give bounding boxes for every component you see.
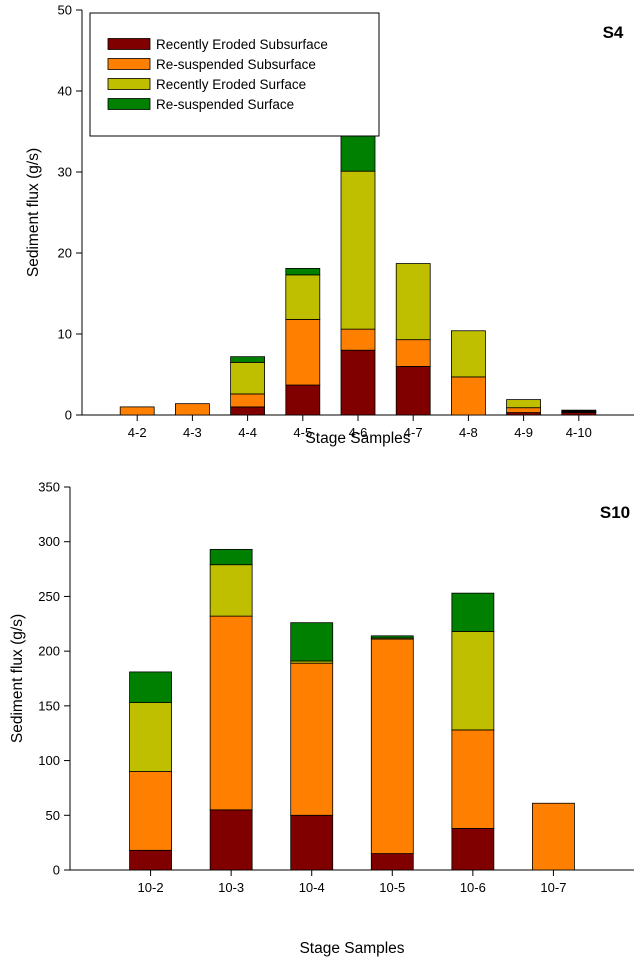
y-tick-label: 250 (38, 589, 60, 604)
legend-label: Recently Eroded Subsurface (156, 37, 328, 52)
y-axis-title: Sediment flux (g/s) (25, 148, 42, 277)
bar-segment (340, 170, 376, 330)
bar-segment (561, 409, 597, 412)
bar-segment (209, 809, 253, 871)
bar-segment (230, 393, 266, 408)
bar-segment (209, 615, 253, 811)
chart-s4: 0 10 20 30 40 50 4-2 4-3 4-4 4-5 4-6 4-7 4-8 4-9 4-10 S… (25, 3, 634, 447)
x-tick-label: 4-3 (183, 425, 202, 440)
y-tick-label: 0 (53, 863, 60, 878)
y-tick-label: 300 (38, 534, 60, 549)
y-tick-label: 40 (58, 84, 72, 99)
panel-label: S4 (603, 23, 624, 42)
x-tick-label: 10-2 (138, 880, 164, 895)
bar-segment (395, 365, 431, 416)
bar-segment (532, 802, 575, 871)
bar-segment (290, 662, 334, 816)
x-tick-label: 4-6 (349, 425, 368, 440)
bar-segment (370, 853, 414, 871)
bar-segment (451, 592, 495, 632)
legend-label: Recently Eroded Surface (156, 77, 306, 92)
bar-segment (395, 263, 431, 341)
bar-segment (285, 319, 321, 386)
x-tick-label: 10-4 (299, 880, 325, 895)
legend-swatch (107, 98, 151, 110)
y-tick-label: 50 (58, 3, 72, 18)
legend: Recently Eroded Subsurface Re-suspended S… (89, 12, 380, 137)
chart-s10: 0 50 100 150 200 250 300 350 10-2 10-3 10-4 10-5 10-… (9, 480, 634, 957)
bar-segment (340, 349, 376, 416)
x-tick-label: 10-6 (460, 880, 486, 895)
bar-segment (230, 356, 266, 363)
bar-segment (451, 828, 495, 871)
bar-segment (370, 635, 414, 639)
x-tick-label: 10-3 (218, 880, 244, 895)
x-tick-label: 4-7 (404, 425, 423, 440)
bar-segment (340, 328, 376, 351)
y-tick-label: 100 (38, 753, 60, 768)
bar-segment (230, 361, 266, 395)
bar-segment (290, 622, 334, 662)
legend-swatch (107, 78, 151, 90)
legend-label: Re-suspended Surface (156, 97, 294, 112)
legend-box (89, 12, 380, 137)
bar-segment (174, 403, 210, 416)
x-tick-label: 4-4 (238, 425, 257, 440)
bar-segment (451, 729, 495, 829)
bar-segment (451, 631, 495, 731)
x-tick-label: 4-9 (514, 425, 533, 440)
x-tick-label: 4-8 (459, 425, 478, 440)
x-tick-label: 4-10 (566, 425, 592, 440)
y-tick-label: 150 (38, 698, 60, 713)
x-tick-label: 10-5 (379, 880, 405, 895)
y-tick-label: 10 (58, 327, 72, 342)
x-axis-title: Stage Samples (305, 430, 410, 447)
y-tick-label: 50 (46, 808, 60, 823)
bar-segment (119, 406, 155, 416)
y-tick-label: 20 (58, 246, 72, 261)
bar-segment (506, 399, 542, 409)
y-tick-label: 200 (38, 644, 60, 659)
bar-segment (209, 548, 253, 566)
bar-segment (285, 274, 321, 320)
y-tick-label: 0 (65, 408, 72, 423)
bar-segment (450, 330, 486, 378)
legend-swatch (107, 58, 151, 70)
bar-segment (129, 849, 172, 871)
bar-segment (209, 564, 253, 617)
bar-segment (129, 671, 172, 703)
x-tick-label: 4-5 (293, 425, 312, 440)
bar-segment (129, 702, 172, 772)
x-tick-label: 4-2 (128, 425, 147, 440)
bar-segment (230, 406, 266, 416)
legend-swatch (107, 38, 151, 50)
y-tick-label: 30 (58, 165, 72, 180)
y-tick-label: 350 (38, 480, 60, 495)
bar-segment (506, 407, 542, 413)
x-axis-title: Stage Samples (299, 940, 404, 957)
bar-segment (290, 814, 334, 871)
bar-segment (395, 339, 431, 367)
bar-segment (285, 384, 321, 416)
bar-segment (450, 376, 486, 416)
bar-segment (370, 638, 414, 854)
legend-label: Re-suspended Subsurface (156, 57, 316, 72)
y-axis-title: Sediment flux (g/s) (9, 614, 26, 743)
bar-segment (285, 267, 321, 276)
bar-segment (129, 771, 172, 851)
x-tick-label: 10-7 (540, 880, 566, 895)
panel-label: S10 (600, 503, 630, 522)
